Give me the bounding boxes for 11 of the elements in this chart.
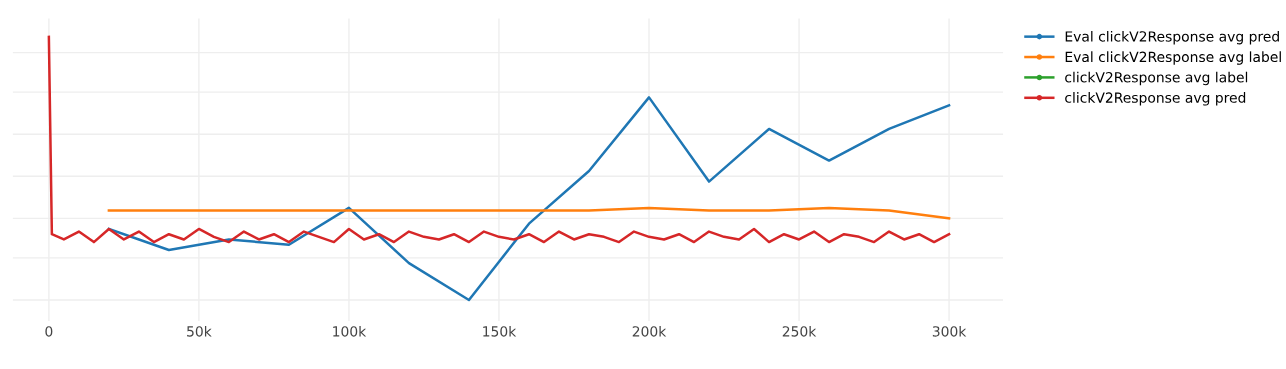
- x-tick-label: 250k: [782, 325, 817, 337]
- x-tick-label: 300k: [932, 325, 967, 337]
- x-tick-label: 50k: [187, 325, 212, 337]
- legend-label: Eval clickV2Response avg pred: [1065, 30, 1279, 45]
- legend-label: clickV2Response avg pred: [1065, 92, 1246, 106]
- legend-label: clickV2Response avg label: [1065, 71, 1248, 86]
- x-tick-label: 150k: [483, 325, 517, 337]
- x-tick-label: 100k: [333, 325, 367, 337]
- x-tick-label: 200k: [632, 325, 667, 337]
- x-tick-label: 0: [45, 326, 53, 337]
- legend-label: Eval clickV2Response avg label: [1065, 51, 1281, 65]
